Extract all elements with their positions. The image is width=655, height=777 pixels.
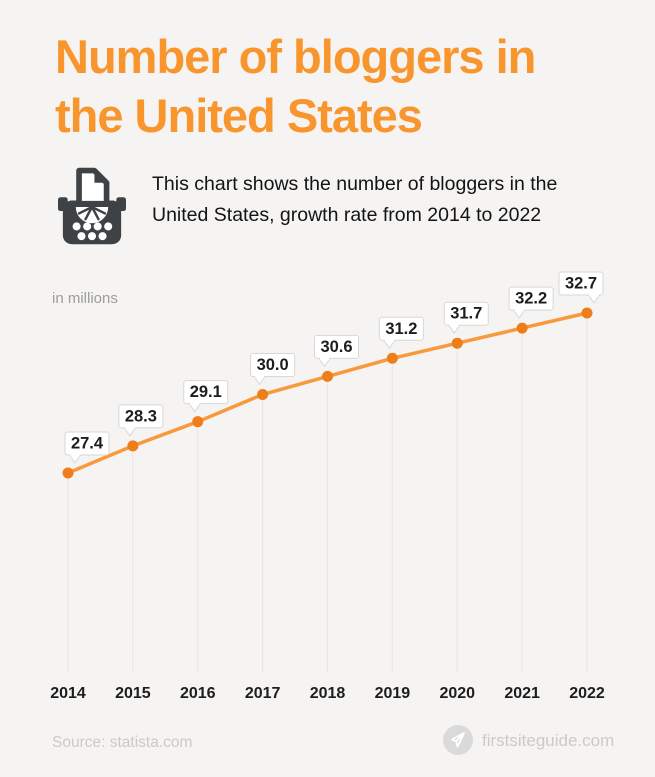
- source-label: Source: statista.com: [52, 734, 193, 751]
- data-label-pointer: [123, 427, 136, 437]
- data-point: [257, 389, 269, 401]
- x-axis-label: 2020: [439, 685, 475, 702]
- x-axis-label: 2015: [115, 685, 151, 702]
- data-point: [192, 416, 204, 428]
- data-label-box: [183, 380, 229, 405]
- data-label-pointer: [513, 309, 526, 319]
- data-label-box: [558, 271, 604, 296]
- data-label-pointer-mask: [255, 375, 265, 379]
- data-label-pointer-mask: [589, 293, 599, 297]
- data-point: [516, 322, 528, 334]
- data-label-value: 31.2: [385, 320, 417, 338]
- data-label-value: 30.0: [257, 356, 289, 374]
- data-label-pointer-mask: [449, 323, 459, 327]
- data-label-value: 32.7: [565, 275, 597, 293]
- x-axis-label: 2014: [50, 685, 86, 702]
- data-label-box: [314, 334, 359, 359]
- data-label-pointer-mask: [125, 426, 135, 430]
- data-label-pointer: [448, 324, 461, 334]
- data-label-value: 28.3: [125, 407, 157, 425]
- data-point: [581, 307, 593, 319]
- data-label-box: [118, 404, 164, 429]
- data-label-pointer: [383, 339, 396, 349]
- data-label-box: [378, 316, 424, 341]
- x-axis-label: 2021: [504, 685, 540, 702]
- data-point: [322, 370, 333, 382]
- data-label-box: [443, 301, 489, 326]
- data-label-pointer: [588, 294, 600, 304]
- data-label-value: 30.6: [320, 338, 352, 356]
- x-axis-label: 2017: [245, 685, 281, 702]
- data-point: [451, 337, 463, 349]
- data-label-pointer-mask: [514, 308, 524, 312]
- data-label-value: 31.7: [450, 305, 482, 323]
- data-label-value: 29.1: [190, 383, 222, 401]
- x-axis-label: 2022: [569, 685, 605, 702]
- data-label-pointer: [318, 358, 331, 367]
- typewriter-icon: [58, 164, 126, 250]
- x-axis-label: 2016: [180, 685, 216, 702]
- page-title: Number of bloggers in the United States: [55, 30, 536, 142]
- data-label-pointer-mask: [190, 402, 200, 406]
- data-label-box: [250, 353, 296, 378]
- data-label-pointer-mask: [384, 338, 394, 342]
- y-axis-units-label: in millions: [52, 290, 118, 307]
- data-label-pointer: [188, 403, 201, 413]
- data-point: [127, 440, 139, 452]
- data-label-value: 27.4: [71, 435, 104, 453]
- data-label-pointer-mask: [320, 356, 329, 360]
- paper-plane-icon: [443, 725, 473, 755]
- data-label-pointer: [253, 376, 266, 386]
- x-axis-label: 2019: [375, 685, 411, 702]
- data-label-box: [64, 431, 110, 456]
- subtitle: This chart shows the number of bloggers …: [152, 173, 558, 226]
- data-label-pointer: [69, 454, 81, 464]
- data-label-pointer-mask: [70, 453, 80, 457]
- x-axis-label: 2018: [310, 685, 346, 702]
- data-label-value: 32.2: [515, 290, 547, 308]
- data-label-box: [508, 286, 554, 311]
- data-point: [386, 352, 398, 364]
- data-point: [62, 467, 74, 479]
- brand-label: firstsiteguide.com: [482, 731, 615, 750]
